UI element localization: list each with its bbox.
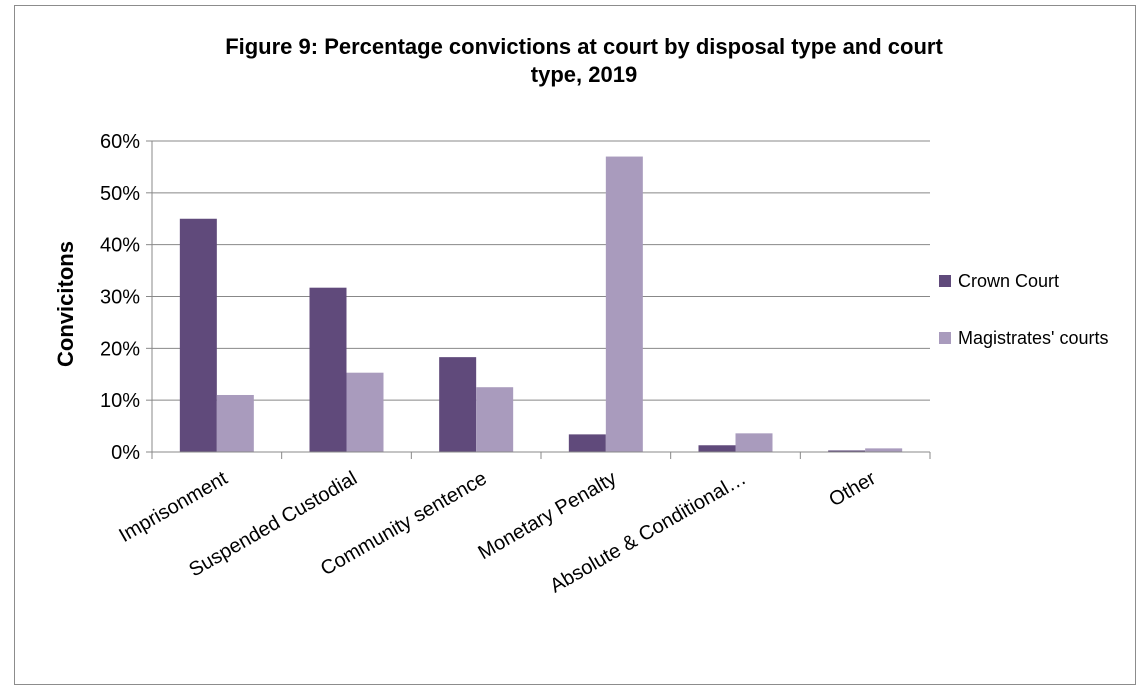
- chart-frame: Figure 9: Percentage convictions at cour…: [14, 5, 1136, 685]
- bar-magistrates-courts: [865, 448, 903, 452]
- bar-crown-court: [698, 445, 736, 452]
- bar-crown-court: [439, 357, 477, 452]
- y-axis-label: Convicitons: [53, 241, 78, 367]
- legend-swatch: [939, 275, 951, 287]
- y-tick-label: 30%: [100, 287, 140, 309]
- axes: [146, 140, 931, 459]
- chart-title-line-1: Figure 9: Percentage convictions at cour…: [225, 34, 943, 59]
- bar-magistrates-courts: [476, 387, 514, 452]
- y-tick-label: 60%: [100, 131, 140, 153]
- bar-crown-court: [309, 287, 347, 452]
- y-tick-label: 50%: [100, 183, 140, 205]
- y-tick-label: 10%: [100, 390, 140, 412]
- gridlines: [152, 140, 930, 401]
- chart: Figure 9: Percentage convictions at cour…: [53, 34, 1109, 598]
- bar-magistrates-courts: [216, 394, 254, 452]
- x-tick-label: Imprisonment: [115, 467, 231, 547]
- y-tick-label: 20%: [100, 338, 140, 360]
- chart-title-line-2: type, 2019: [531, 62, 637, 87]
- bar-magistrates-courts: [735, 433, 773, 452]
- bar-magistrates-courts: [605, 156, 643, 453]
- legend-swatch: [939, 332, 951, 344]
- bar-crown-court: [568, 434, 606, 452]
- bar-crown-court: [179, 218, 217, 452]
- x-tick-label: Other: [825, 467, 880, 511]
- y-tick-label: 40%: [100, 235, 140, 257]
- bars: [179, 156, 903, 453]
- y-tick-label: 0%: [111, 442, 140, 464]
- bar-crown-court: [828, 450, 866, 452]
- legend: Crown Court Magistrates' courts: [939, 271, 1109, 348]
- legend-label: Crown Court: [958, 271, 1059, 291]
- legend-label: Magistrates' courts: [958, 328, 1109, 348]
- y-tick-labels: 0% 10% 20% 30% 40% 50% 60%: [100, 131, 140, 464]
- bar-magistrates-courts: [346, 372, 384, 452]
